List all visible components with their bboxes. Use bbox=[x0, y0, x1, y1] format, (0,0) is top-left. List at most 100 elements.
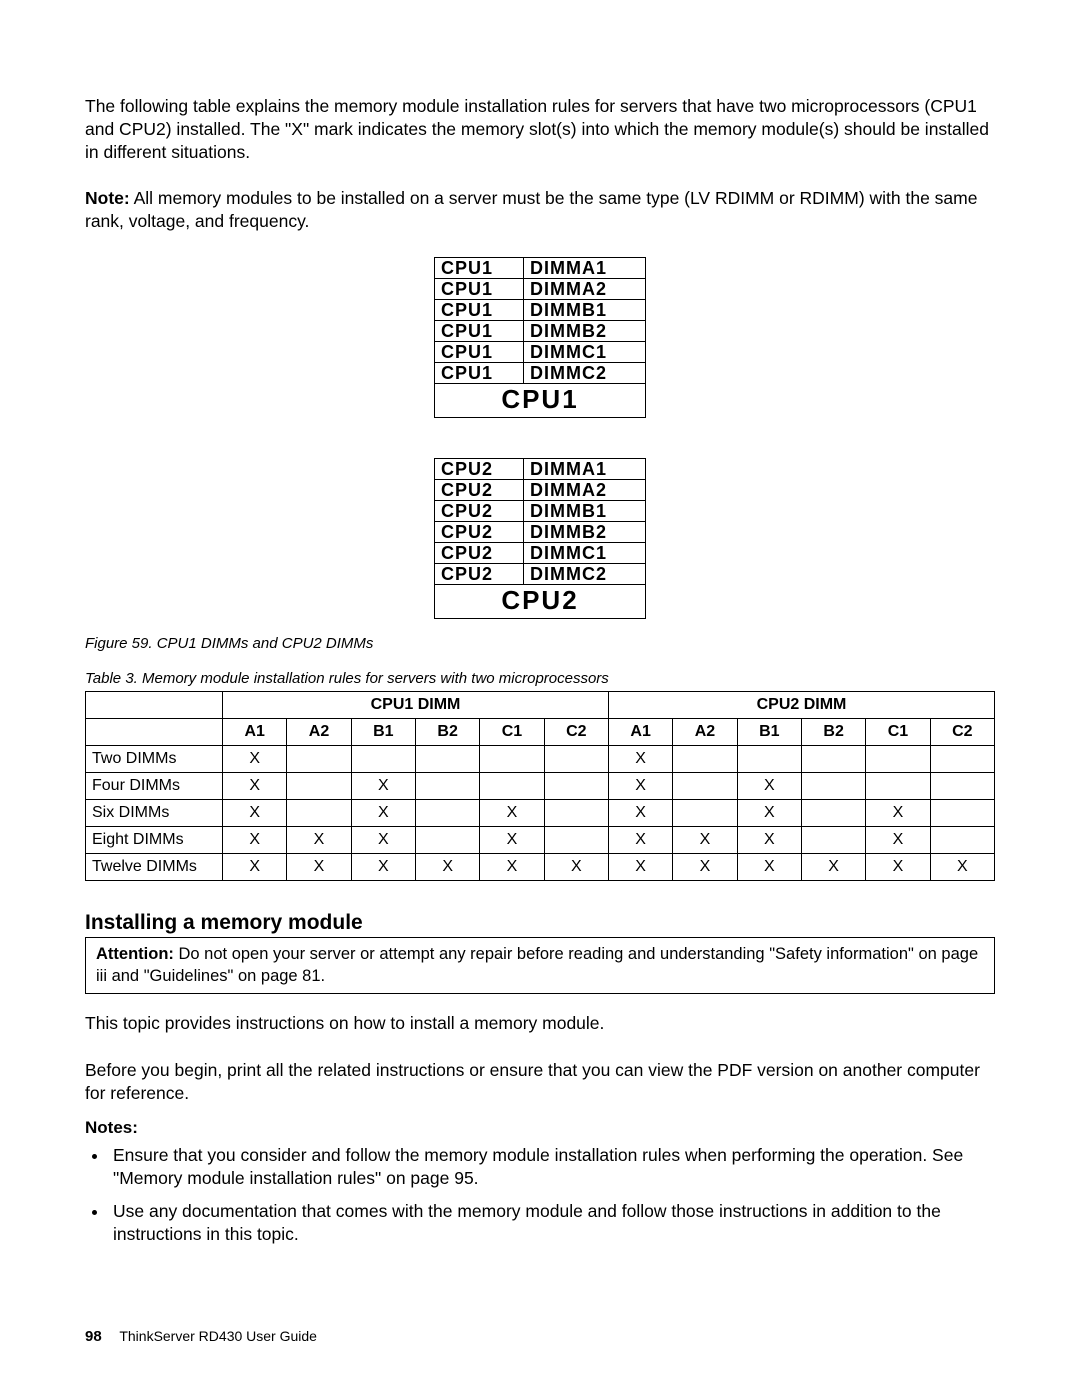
page-footer: 98 ThinkServer RD430 User Guide bbox=[85, 1328, 317, 1345]
row-label: Two DIMMs bbox=[86, 746, 223, 773]
table-cell bbox=[415, 746, 479, 773]
table-cell bbox=[351, 746, 415, 773]
table-cell bbox=[930, 746, 994, 773]
notes-heading: Notes: bbox=[85, 1118, 995, 1138]
table-caption: Table 3. Memory module installation rule… bbox=[85, 670, 995, 687]
table-cell: X bbox=[737, 827, 801, 854]
table-cell: X bbox=[866, 800, 930, 827]
table-group-header-row: CPU1 DIMM CPU2 DIMM bbox=[86, 692, 995, 719]
table-cell: X bbox=[866, 827, 930, 854]
table-cell bbox=[673, 773, 737, 800]
table-cell: X bbox=[608, 746, 672, 773]
table-cell: X bbox=[223, 800, 287, 827]
table-cell bbox=[930, 800, 994, 827]
row-label: Six DIMMs bbox=[86, 800, 223, 827]
page-number: 98 bbox=[85, 1328, 102, 1345]
table-cell: X bbox=[223, 827, 287, 854]
table-cell bbox=[930, 827, 994, 854]
subheader-cell: A2 bbox=[673, 719, 737, 746]
table-cell: X bbox=[351, 854, 415, 881]
table-cell bbox=[866, 746, 930, 773]
table-cell: X bbox=[544, 854, 608, 881]
table-cell: X bbox=[480, 827, 544, 854]
table-cell: X bbox=[608, 800, 672, 827]
row-label: Twelve DIMMs bbox=[86, 854, 223, 881]
table-cell bbox=[415, 773, 479, 800]
subheader-cell: C1 bbox=[480, 719, 544, 746]
dimm-slot-label: DIMMA1 bbox=[524, 459, 645, 479]
subheader-cell: B2 bbox=[415, 719, 479, 746]
dimm-slot-label: DIMMC2 bbox=[524, 363, 645, 383]
table-cell bbox=[544, 827, 608, 854]
subheader-cell: C2 bbox=[544, 719, 608, 746]
table-row: Six DIMMs X X X X X X bbox=[86, 800, 995, 827]
subheader-cell: A1 bbox=[608, 719, 672, 746]
table-cell: X bbox=[737, 773, 801, 800]
subheader-cell: C2 bbox=[930, 719, 994, 746]
subheader-cell: B2 bbox=[801, 719, 865, 746]
dimm-cpu-label: CPU1 bbox=[435, 363, 524, 383]
dimm-cpu-label: CPU1 bbox=[435, 321, 524, 341]
cpu2-footer-label: CPU2 bbox=[435, 585, 645, 618]
table-cell: X bbox=[608, 773, 672, 800]
table-corner-cell bbox=[86, 719, 223, 746]
dimm-cpu-label: CPU2 bbox=[435, 480, 524, 500]
dimm-slot-label: DIMMB1 bbox=[524, 501, 645, 521]
cpu2-dimm-diagram: CPU2DIMMA1 CPU2DIMMA2 CPU2DIMMB1 CPU2DIM… bbox=[434, 458, 646, 619]
table-cell bbox=[801, 746, 865, 773]
table-cell bbox=[930, 773, 994, 800]
cpu1-footer-label: CPU1 bbox=[435, 384, 645, 417]
table-cell: X bbox=[673, 854, 737, 881]
table-cell bbox=[801, 827, 865, 854]
table-cell bbox=[287, 746, 351, 773]
table-cell: X bbox=[801, 854, 865, 881]
attention-box: Attention: Do not open your server or at… bbox=[85, 937, 995, 994]
table-row: Eight DIMMs X X X X X X X X bbox=[86, 827, 995, 854]
table-cell bbox=[480, 773, 544, 800]
dimm-slot-label: DIMMC2 bbox=[524, 564, 645, 584]
table-cell: X bbox=[930, 854, 994, 881]
before-begin-paragraph: Before you begin, print all the related … bbox=[85, 1059, 995, 1105]
table-cell: X bbox=[415, 854, 479, 881]
subheader-cell: A2 bbox=[287, 719, 351, 746]
table-cell bbox=[544, 773, 608, 800]
table-cell bbox=[801, 800, 865, 827]
row-label: Four DIMMs bbox=[86, 773, 223, 800]
dimm-cpu-label: CPU2 bbox=[435, 501, 524, 521]
table-cell: X bbox=[737, 854, 801, 881]
dimm-diagram-wrapper: CPU1DIMMA1 CPU1DIMMA2 CPU1DIMMB1 CPU1DIM… bbox=[85, 257, 995, 620]
table-cell bbox=[287, 800, 351, 827]
dimm-cpu-label: CPU1 bbox=[435, 279, 524, 299]
table-row: Four DIMMs X X X X bbox=[86, 773, 995, 800]
row-label: Eight DIMMs bbox=[86, 827, 223, 854]
table-cell bbox=[544, 800, 608, 827]
table-cell bbox=[673, 746, 737, 773]
dimm-cpu-label: CPU1 bbox=[435, 342, 524, 362]
table-cell: X bbox=[351, 800, 415, 827]
memory-rules-table: CPU1 DIMM CPU2 DIMM A1 A2 B1 B2 C1 C2 A1… bbox=[85, 691, 995, 881]
group-header-cpu2: CPU2 DIMM bbox=[608, 692, 994, 719]
table-cell: X bbox=[351, 827, 415, 854]
table-cell: X bbox=[480, 854, 544, 881]
table-cell: X bbox=[608, 827, 672, 854]
table-cell: X bbox=[223, 854, 287, 881]
dimm-slot-label: DIMMB2 bbox=[524, 321, 645, 341]
figure-caption: Figure 59. CPU1 DIMMs and CPU2 DIMMs bbox=[85, 635, 995, 652]
dimm-slot-label: DIMMB2 bbox=[524, 522, 645, 542]
table-cell bbox=[737, 746, 801, 773]
note-label: Note: bbox=[85, 188, 130, 208]
table-cell: X bbox=[673, 827, 737, 854]
dimm-cpu-label: CPU2 bbox=[435, 543, 524, 563]
subheader-cell: B1 bbox=[351, 719, 415, 746]
table-cell: X bbox=[287, 854, 351, 881]
dimm-cpu-label: CPU2 bbox=[435, 564, 524, 584]
table-cell bbox=[801, 773, 865, 800]
table-cell: X bbox=[866, 854, 930, 881]
dimm-slot-label: DIMMB1 bbox=[524, 300, 645, 320]
topic-intro-paragraph: This topic provides instructions on how … bbox=[85, 1012, 995, 1035]
table-row: Two DIMMs X X bbox=[86, 746, 995, 773]
intro-paragraph: The following table explains the memory … bbox=[85, 95, 995, 163]
subheader-cell: C1 bbox=[866, 719, 930, 746]
dimm-slot-label: DIMMC1 bbox=[524, 543, 645, 563]
dimm-cpu-label: CPU1 bbox=[435, 300, 524, 320]
